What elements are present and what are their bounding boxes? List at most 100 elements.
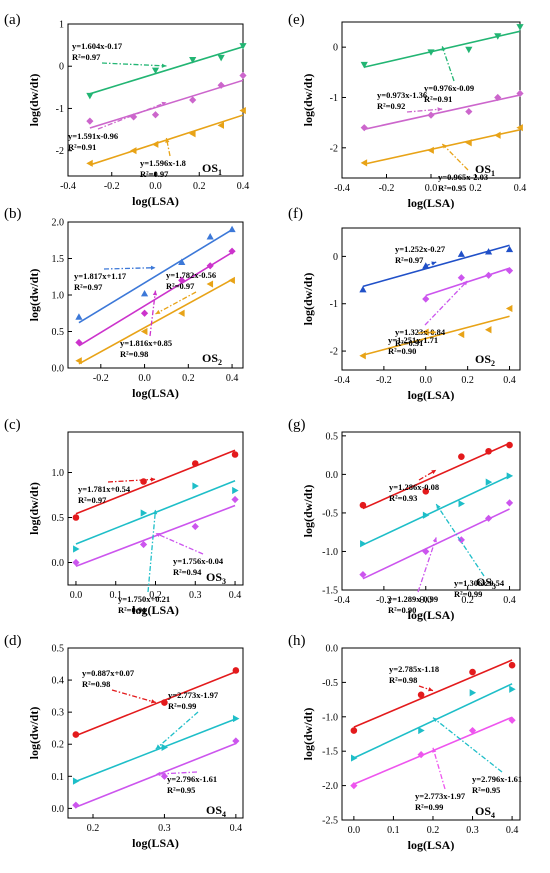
r-squared: R²=0.90 — [388, 605, 416, 615]
fit-equation: y=2.785x-1.18 — [389, 664, 439, 674]
data-point — [465, 107, 473, 116]
r-squared: R²=0.97 — [140, 169, 169, 179]
data-point — [359, 570, 367, 579]
y-axis-label: log(dw/dt) — [301, 708, 315, 761]
data-point — [350, 782, 358, 790]
data-point — [516, 24, 524, 31]
data-point — [86, 117, 94, 125]
x-tick-label: 0.2 — [461, 595, 474, 606]
data-point — [516, 89, 524, 98]
fit-equation: y=1.750x+0.21 — [118, 594, 170, 604]
fit-line — [75, 742, 237, 808]
data-point — [359, 285, 367, 293]
x-axis-label: log(LSA) — [408, 388, 455, 402]
sample-label: OS4 — [206, 803, 226, 819]
annotation-arrow — [107, 478, 156, 483]
data-point — [457, 330, 465, 339]
data-point — [160, 772, 169, 780]
data-point — [422, 295, 430, 303]
annotation-arrowhead — [462, 280, 468, 286]
data-point — [232, 486, 239, 495]
x-tick-label: 0.4 — [503, 595, 516, 606]
x-tick-label: -0.4 — [60, 181, 76, 192]
r-squared: R²=0.90 — [388, 346, 416, 356]
y-tick-label: 0.1 — [52, 772, 65, 783]
sample-label-subscript: 2 — [218, 358, 222, 367]
annotation-arrowhead — [155, 533, 161, 538]
series-1 — [72, 714, 240, 785]
series-1 — [75, 247, 236, 347]
y-tick-label: 0.0 — [326, 470, 339, 481]
y-tick-label: 1.0 — [52, 468, 65, 479]
fit-equation: y=1.596x-1.8 — [140, 158, 186, 168]
chart-panel-e: -0.4 -0.2 0.0 0.2 0.4 -2 -1 0 log(LSA) log(dw/dt)… — [288, 12, 526, 210]
annotation-arrow — [417, 537, 437, 593]
data-point — [189, 96, 197, 104]
data-point — [494, 93, 502, 102]
annotation-arrowhead — [152, 290, 158, 296]
fit-line — [362, 475, 510, 546]
y-tick-label: -2 — [56, 146, 64, 157]
annotation-arrow — [101, 62, 167, 67]
data-point — [217, 54, 225, 62]
data-point — [228, 276, 235, 284]
fit-annotation: y=1.596x-1.8R²=0.97 — [140, 137, 186, 179]
fit-line — [353, 659, 513, 728]
r-squared: R²=0.93 — [389, 493, 417, 503]
annotation-arrow — [418, 469, 437, 481]
chart-panel-g: -0.4 -0.2 0.0 0.2 0.4 -1.5 -1.0 -0.5 0.0 0.5 log(L… — [288, 417, 521, 622]
plot-frame — [341, 431, 521, 591]
data-point — [418, 726, 425, 735]
y-tick-label: 0.0 — [52, 364, 65, 375]
x-tick-label: 0.0 — [149, 181, 162, 192]
data-point — [359, 352, 366, 360]
sample-label: OS1 — [202, 161, 222, 177]
x-tick-label: 0.2 — [193, 181, 206, 192]
data-point — [422, 547, 430, 556]
sample-label: OS2 — [475, 352, 495, 368]
data-point — [206, 280, 214, 288]
data-point — [178, 276, 186, 284]
annotation-arrow — [155, 532, 204, 555]
data-point — [360, 159, 368, 167]
y-tick-label: 0.5 — [52, 513, 65, 524]
r-squared: R²=0.98 — [82, 679, 110, 689]
series-0 — [350, 659, 516, 734]
data-point — [508, 716, 516, 724]
fit-equation: y=1.756x-0.04 — [173, 556, 224, 566]
annotation-arrow — [435, 503, 485, 577]
sample-label-subscript: 2 — [491, 359, 495, 368]
r-squared: R²=0.92 — [377, 101, 405, 111]
data-point — [484, 326, 492, 334]
chart-panel-f: -0.4 -0.2 0.0 0.2 0.4 -2 -1 0 log(LSA) log(dw/dt)… — [288, 206, 521, 402]
fit-equation: y=0.973x-1.36 — [377, 90, 427, 100]
x-axis-label: log(LSA) — [132, 194, 179, 208]
annotation-arrow — [432, 717, 503, 773]
fit-equation: y=0.976x-0.09 — [424, 83, 474, 93]
data-point — [206, 262, 214, 270]
series-0 — [86, 43, 247, 100]
y-tick-label: -2.0 — [322, 781, 338, 792]
r-squared: R²=0.95 — [438, 183, 466, 193]
fit-equation: y=0.965x-2.03 — [438, 172, 488, 182]
fit-line — [78, 251, 233, 347]
data-point — [422, 511, 430, 519]
r-squared: R²=0.95 — [472, 785, 500, 795]
data-point — [360, 540, 367, 548]
x-tick-label: 0.2 — [182, 373, 195, 384]
y-tick-label: -1.5 — [322, 586, 338, 597]
x-axis-label: log(LSA) — [132, 836, 179, 850]
data-point — [232, 667, 240, 674]
y-tick-label: 0 — [333, 252, 338, 263]
data-point — [151, 111, 160, 119]
series-0 — [72, 449, 239, 521]
r-squared: R²=0.91 — [395, 338, 423, 348]
data-point — [140, 478, 147, 485]
data-point — [140, 509, 148, 517]
r-squared: R²=0.99 — [454, 589, 482, 599]
data-point — [516, 124, 523, 132]
y-tick-label: -0.5 — [322, 508, 338, 519]
data-point — [505, 499, 514, 507]
